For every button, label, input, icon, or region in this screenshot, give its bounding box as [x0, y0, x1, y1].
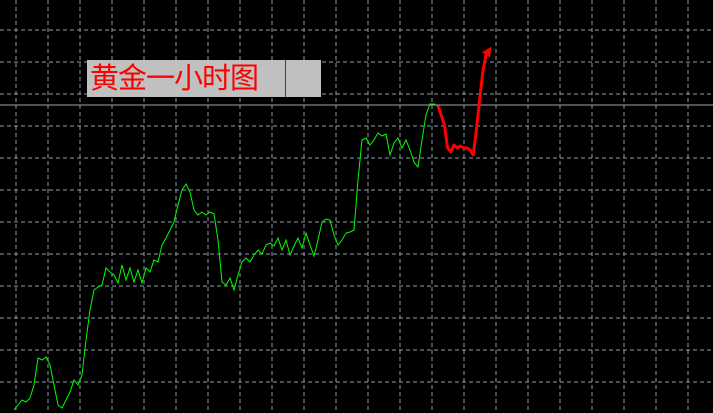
chart-annotation-label[interactable]: 黄金一小时图	[87, 60, 321, 97]
history-price-line	[13, 103, 439, 411]
text-caret	[285, 60, 286, 97]
forecast-line	[436, 49, 491, 157]
annotation-text: 黄金一小时图	[90, 61, 259, 95]
arrow-up-icon	[481, 46, 492, 58]
